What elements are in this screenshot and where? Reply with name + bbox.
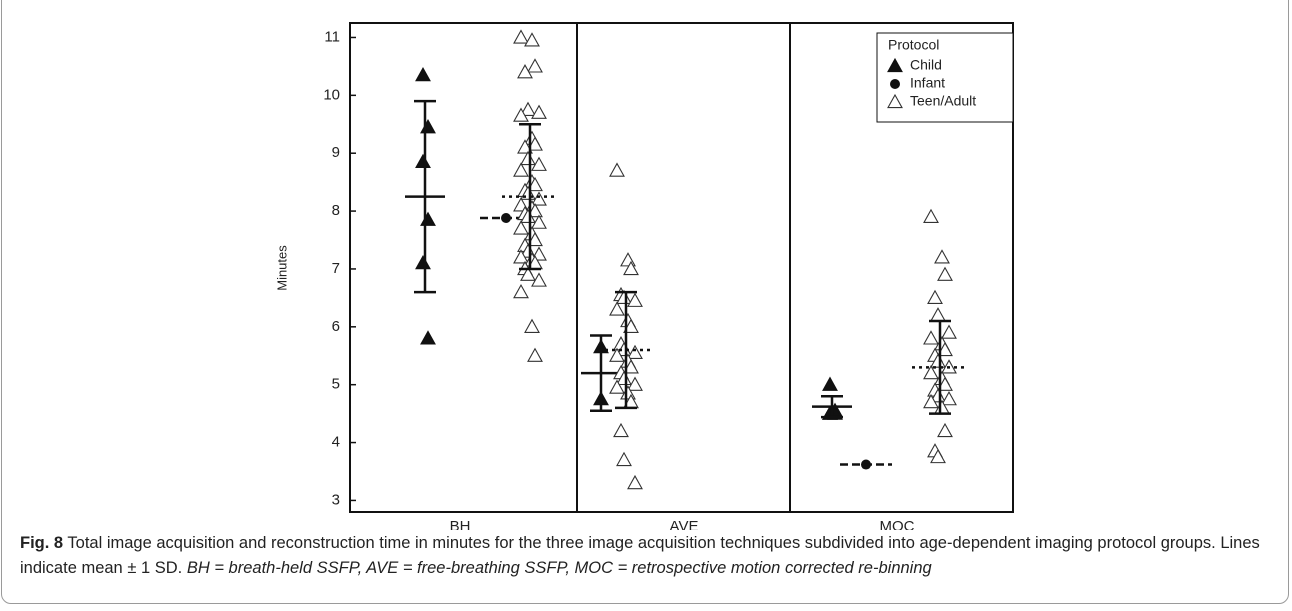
y-tick-label: 9 [332, 144, 340, 161]
point [930, 388, 946, 403]
point [930, 353, 946, 368]
point [937, 376, 953, 391]
point [513, 249, 529, 264]
point [524, 318, 540, 333]
y-axis-label: Minutes [274, 245, 289, 291]
point [520, 208, 536, 224]
point [627, 344, 643, 360]
point [513, 162, 529, 177]
point [923, 393, 939, 409]
point [420, 330, 436, 345]
point [527, 176, 543, 192]
point [531, 156, 547, 171]
point [513, 107, 529, 122]
point [524, 32, 540, 47]
y-tick-label: 11 [324, 28, 340, 45]
chart: Minutes Protocol 3 4 5 6 7 8 9 10 11 BH AVE MOC Chil… [274, 22, 1014, 530]
point [420, 119, 436, 134]
point [517, 64, 533, 79]
point [923, 208, 939, 224]
point [937, 422, 953, 438]
point [616, 370, 632, 386]
point [527, 58, 543, 73]
point [934, 249, 950, 264]
x-tick-label: BH [450, 518, 471, 530]
point [527, 202, 543, 218]
point [527, 347, 543, 362]
y-tick-label: 8 [332, 202, 340, 219]
legend-label: Teen/Adult [910, 93, 976, 109]
legend-label: Infant [910, 75, 945, 91]
point [513, 283, 529, 299]
point [623, 260, 639, 276]
x-tick-label: AVE [670, 518, 699, 530]
point [527, 231, 543, 247]
point [520, 150, 536, 166]
point [937, 341, 953, 357]
point [609, 162, 625, 177]
point [415, 255, 431, 270]
point [513, 29, 529, 44]
y-tick-label: 3 [332, 491, 340, 508]
legend-marker [887, 93, 903, 109]
point [627, 376, 643, 391]
legend-label: Child [910, 57, 942, 73]
caption-abbreviations: BH = breath-held SSFP, AVE = free-breath… [186, 559, 932, 577]
point [517, 139, 533, 154]
point [520, 266, 536, 281]
point [623, 318, 639, 333]
point [616, 289, 632, 305]
legend-marker [890, 79, 900, 89]
point [531, 272, 547, 287]
point [941, 391, 957, 406]
y-tick-label: 7 [332, 260, 340, 277]
point [620, 252, 636, 267]
legend-marker [887, 57, 903, 73]
point [609, 301, 625, 316]
y-tick-label: 4 [332, 434, 340, 451]
point [415, 66, 431, 82]
point [513, 220, 529, 235]
y-tick-label: 6 [332, 318, 340, 335]
point [923, 330, 939, 345]
point [609, 347, 625, 362]
point [623, 359, 639, 374]
point [420, 211, 436, 226]
y-tick-label: 10 [323, 86, 340, 103]
point [415, 153, 431, 169]
point [531, 214, 547, 229]
point [531, 104, 547, 119]
point [930, 307, 946, 322]
caption-text: Total image acquisition and reconstructi… [20, 534, 1260, 577]
x-tick-label: MOC [880, 518, 915, 530]
point [527, 136, 543, 151]
point [923, 364, 939, 380]
point [937, 266, 953, 281]
point [627, 474, 643, 490]
point [520, 101, 536, 116]
caption-label: Fig. 8 [20, 534, 64, 552]
point [627, 292, 643, 307]
point [613, 422, 629, 438]
point [609, 379, 625, 394]
point [927, 289, 943, 305]
y-tick-label: 5 [332, 376, 340, 393]
point [822, 376, 838, 391]
point [941, 324, 957, 339]
point [531, 191, 547, 206]
plot-frame [349, 22, 1014, 513]
point [616, 451, 632, 467]
legend-title: Protocol [888, 37, 939, 53]
caption: Fig. 8 Total image acquisition and recon… [20, 531, 1270, 581]
point [930, 448, 946, 464]
